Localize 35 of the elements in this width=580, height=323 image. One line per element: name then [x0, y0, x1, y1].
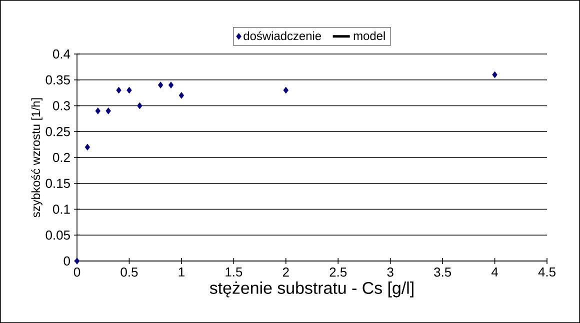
x-tick-label: 4.5: [538, 268, 556, 277]
y-axis-title: szybkość wzrostu [1/h]: [31, 98, 42, 218]
point: [492, 71, 498, 78]
legend-label: model: [354, 31, 385, 40]
x-tick-label: 0: [74, 268, 80, 277]
x-tick-label: 2.5: [330, 268, 347, 277]
point: [95, 108, 100, 114]
y-tick-label: 0.05: [46, 230, 70, 240]
y-tick-label: 0: [64, 256, 70, 266]
legend-label: doświadczenie: [244, 31, 322, 40]
x-tick-label: 1: [178, 268, 184, 276]
x-tick-label: 1.5: [226, 268, 242, 277]
x-tick-label: 3: [387, 268, 394, 277]
point: [283, 86, 288, 94]
x-tick-label: 2: [282, 268, 289, 277]
point: [84, 144, 90, 151]
y-tick-label: 0.2: [52, 152, 70, 162]
point: [116, 86, 122, 94]
point: [178, 92, 184, 99]
y-tick-label: 0.15: [46, 178, 70, 188]
y-tick-label: 0.4: [52, 49, 70, 59]
x-tick-label: 0.5: [120, 268, 138, 277]
y-tick-label: 0.1: [52, 204, 70, 214]
point: [74, 258, 80, 264]
point: [106, 108, 111, 114]
point: [126, 86, 132, 94]
x-axis-title: stężenie substratu - Cs [g/l]: [210, 282, 414, 298]
y-tick-label: 0.25: [46, 127, 70, 136]
point: [158, 82, 164, 88]
y-tick-label: 0.35: [46, 75, 70, 84]
x-tick-label: 4: [491, 268, 498, 276]
x-tick-label: 3.5: [434, 268, 452, 277]
point: [168, 82, 174, 88]
y-tick-label: 0.3: [52, 101, 70, 110]
point: [137, 102, 142, 110]
